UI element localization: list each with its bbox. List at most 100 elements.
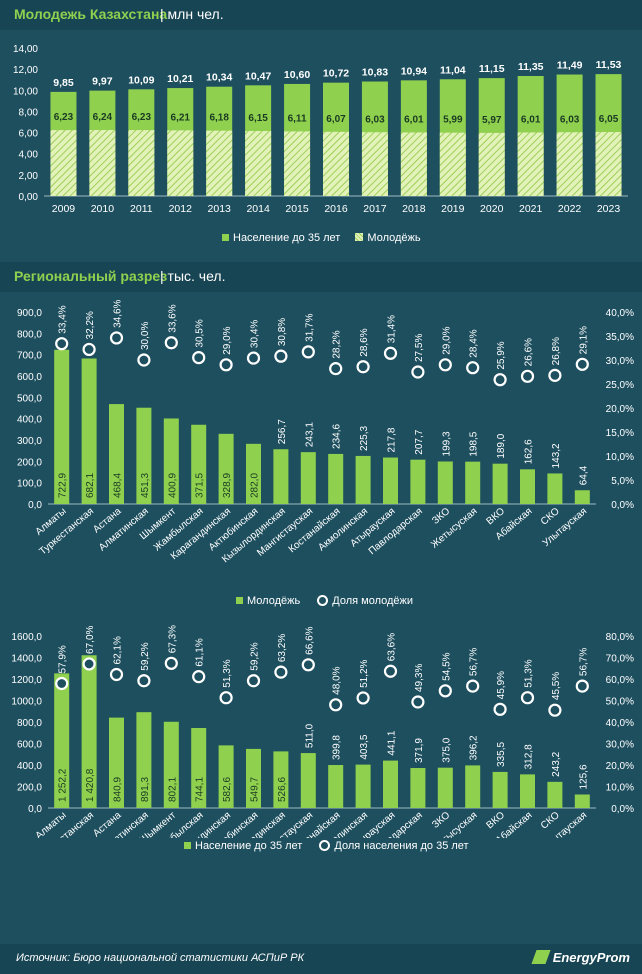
y2-tick-label: 15,0% — [606, 428, 634, 439]
y-tick-label: 500,0 — [17, 393, 42, 404]
share-marker — [329, 698, 343, 712]
data-label-share: 63,2% — [277, 634, 288, 662]
x-tick-label: 2016 — [324, 203, 348, 215]
y2-tick-label: 80,0% — [606, 632, 634, 643]
data-label-share: 45,9% — [496, 671, 507, 699]
data-label-share: 54,5% — [441, 652, 452, 680]
y2-tick-label: 0,0% — [611, 500, 634, 511]
data-label-bar: 371,5 — [195, 473, 206, 498]
bar-value — [54, 673, 70, 808]
share-marker — [411, 365, 425, 379]
data-label-bar: 335,5 — [496, 741, 507, 766]
data-label-youth: 6,15 — [248, 113, 268, 124]
share-marker — [301, 658, 315, 672]
y-tick-label: 600,0 — [17, 740, 42, 751]
data-label-total: 10,09 — [128, 74, 154, 86]
data-label-share: 30,5% — [195, 319, 206, 347]
data-label-share: 31,7% — [304, 313, 315, 341]
x-tick-label: 2014 — [246, 203, 270, 215]
data-label-bar: 371,9 — [414, 738, 425, 763]
data-label-total: 11,35 — [518, 61, 544, 73]
regional-youth-chart: 0,0 100,0 200,0 300,0 400,0 500,0 600,0 700,0 80… — [17, 299, 634, 565]
bar-value — [218, 745, 234, 808]
bar-value — [273, 751, 289, 808]
share-marker — [548, 703, 562, 717]
data-label-share: 56,7% — [469, 648, 480, 676]
x-tick-label: 2023 — [597, 203, 621, 215]
data-label-total: 10,21 — [167, 73, 193, 85]
section2-unit: | тыс. чел. — [160, 268, 226, 284]
bar-value — [54, 349, 70, 504]
data-label-youth: 6,03 — [365, 114, 385, 125]
y2-tick-label: 35,0% — [606, 332, 634, 343]
bar-youth — [284, 131, 311, 196]
share-marker — [246, 351, 261, 365]
share-marker — [55, 676, 69, 691]
share-marker — [55, 337, 69, 351]
data-label-youth: 6,05 — [599, 114, 619, 125]
y-tick-label: 400,0 — [17, 415, 42, 426]
data-label-bar: 312,8 — [524, 744, 535, 769]
legend-bar-swatch — [222, 234, 229, 241]
y-tick-label: 10,00 — [13, 86, 38, 97]
y-tick-label: 6,00 — [19, 129, 39, 140]
bar-value — [136, 407, 152, 504]
legend1-a: Население до 35 лет — [233, 232, 341, 244]
y-tick-label: 2,00 — [19, 171, 39, 182]
share-marker — [520, 691, 535, 705]
bar-youth — [478, 132, 505, 196]
bar-value — [465, 765, 481, 808]
bar-value — [520, 774, 535, 808]
data-label-share: 25,9% — [496, 341, 507, 369]
y-tick-label: 0,0 — [28, 804, 42, 815]
x-tick-label: 2020 — [480, 203, 504, 215]
x-tick-label: 2009 — [52, 203, 76, 215]
data-label-share: 61,1% — [195, 638, 206, 666]
x-tick-label: СКО — [539, 810, 562, 832]
data-label-share: 59,2% — [140, 642, 151, 670]
y-tick-label: 1000,0 — [11, 697, 42, 708]
bar-value — [574, 794, 590, 808]
data-label-bar: 511,0 — [304, 723, 315, 748]
share-marker — [411, 695, 425, 709]
data-label-bar: 189,0 — [496, 433, 507, 458]
bar-youth — [50, 130, 77, 196]
x-tick-label: СКО — [539, 506, 562, 528]
share-marker — [301, 345, 315, 359]
data-label-bar: 1 420,8 — [85, 768, 96, 802]
y-tick-label: 800,0 — [17, 329, 42, 340]
data-label-bar: 441,1 — [387, 730, 398, 755]
bar-value — [109, 404, 124, 504]
data-label-total: 10,34 — [206, 72, 232, 84]
data-label-youth: 6,21 — [171, 112, 191, 123]
share-marker — [274, 349, 288, 363]
bar-youth — [595, 132, 622, 196]
source-note: Источник: Бюро национальной статистики А… — [16, 952, 305, 964]
data-label-share: 63,6% — [387, 633, 398, 661]
data-label-youth: 6,11 — [288, 113, 307, 124]
share-marker — [356, 691, 370, 705]
bar-value — [328, 765, 344, 808]
bar-youth — [89, 130, 116, 196]
bar-value — [465, 461, 481, 504]
x-tick-label: 2017 — [363, 203, 387, 215]
y2-tick-label: 30,0% — [606, 356, 634, 367]
x-tick-label: 2022 — [558, 203, 582, 215]
share-marker — [82, 657, 96, 671]
bar-youth — [323, 131, 349, 196]
legend2-a: Молодёжь — [247, 595, 301, 607]
data-label-total: 11,15 — [479, 63, 505, 75]
bar-value — [191, 728, 207, 808]
x-tick-label: 2019 — [441, 203, 465, 215]
legend-3: Население до 35 лет Доля населения до 35… — [184, 840, 469, 852]
bar-value — [383, 760, 398, 808]
brand-logo: EnergyProm — [531, 950, 630, 965]
data-label-share: 32,2% — [85, 311, 96, 339]
y-tick-label: 200,0 — [17, 783, 42, 794]
data-label-bar: 207,7 — [414, 429, 425, 454]
y-tick-label: 400,0 — [17, 761, 42, 772]
share-marker — [329, 362, 343, 376]
data-label-bar: 198,5 — [469, 431, 480, 456]
bar-value — [246, 443, 261, 504]
data-label-total: 9,85 — [53, 77, 74, 89]
